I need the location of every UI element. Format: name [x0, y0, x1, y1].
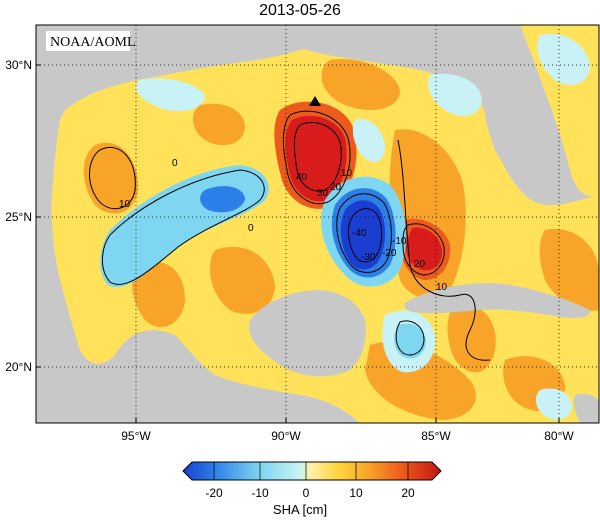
contour-label: -20: [382, 248, 397, 259]
source-label: NOAA/AOML: [50, 35, 136, 50]
cold-patch: [535, 388, 572, 420]
colorbar-gradient: [182, 461, 442, 481]
contour-label: 10: [436, 282, 448, 293]
colorbar-label: -20: [205, 486, 223, 500]
cold-patch: [352, 119, 385, 162]
lat-tick-label: 30°N: [5, 58, 32, 72]
colorbar: [182, 461, 442, 481]
warm-patch: [447, 304, 496, 373]
contour-labels: 10 0 40 30 20 10 -40 -30 -20 -10 20 10 0: [119, 158, 448, 293]
us-gulf-coast: [36, 25, 520, 85]
warm-patch: [321, 59, 400, 110]
cold-patch: [428, 73, 482, 116]
contour-label: 10: [341, 168, 353, 179]
lon-tick-label: 95°W: [121, 429, 151, 443]
warm-patch: [210, 246, 275, 314]
map-title: 2013-05-26: [259, 2, 341, 19]
colorbar-title: SHA [cm]: [272, 502, 328, 517]
cuba: [404, 283, 591, 318]
central-america: [36, 330, 360, 423]
colorbar-label: -10: [251, 486, 269, 500]
cold-core: [200, 186, 245, 213]
contour-label: 0: [172, 158, 178, 169]
tick-marks: [36, 64, 560, 423]
warm-patch: [132, 261, 185, 328]
contour-label: -10: [392, 236, 407, 247]
map-frame: [35, 24, 600, 424]
lon-tick-label: 90°W: [271, 429, 301, 443]
source-label-box: [46, 31, 130, 51]
cold-patch: [136, 78, 205, 112]
lon-tick-label: 80°W: [544, 429, 574, 443]
texas-coast: [36, 25, 120, 330]
colorbar-label: 0: [303, 486, 310, 500]
yucatan-peninsula: [249, 290, 366, 377]
station-marker-icon: [309, 96, 321, 106]
contour-label: -40: [352, 228, 367, 239]
contour-lines: [89, 110, 491, 361]
contour-label: -30: [361, 252, 376, 263]
lat-tick-label: 20°N: [5, 360, 32, 374]
contour-label: 10: [119, 199, 131, 210]
contour-label: 0: [248, 223, 254, 234]
warm-patch: [539, 229, 599, 311]
contour-label: 20: [414, 259, 426, 270]
contour-label: 20: [330, 182, 342, 193]
warm-patch: [83, 142, 139, 214]
cold-patch: [394, 323, 426, 359]
lat-tick-label: 25°N: [5, 210, 32, 224]
contour-label: 30: [317, 188, 329, 199]
cold-patch: [537, 33, 590, 85]
florida-peninsula: [483, 88, 550, 197]
warm-eddy-core: [405, 227, 443, 271]
warm-patch: [193, 103, 245, 146]
colorbar-label: 10: [349, 486, 363, 500]
hispaniola: [573, 393, 599, 423]
colorbar-label: 20: [401, 486, 415, 500]
lon-tick-label: 85°W: [421, 429, 451, 443]
contour-label: 40: [296, 172, 308, 183]
